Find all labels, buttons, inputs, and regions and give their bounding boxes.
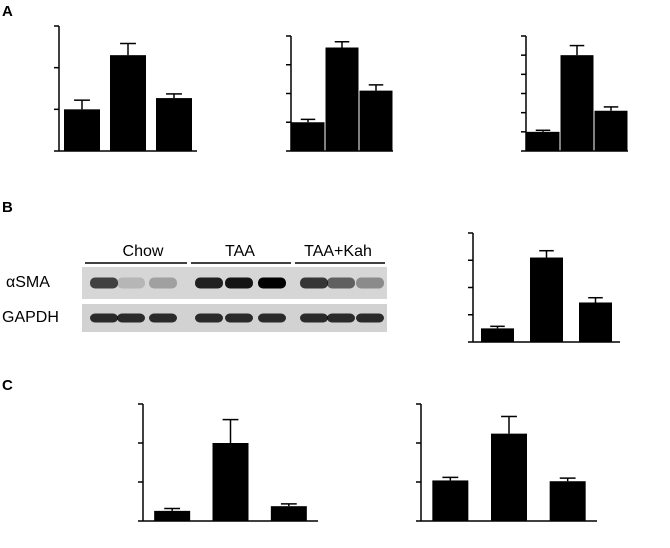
- bar: [530, 257, 563, 342]
- bar: [110, 55, 146, 151]
- bar: [325, 47, 359, 151]
- blot-band-gapdh: [195, 313, 223, 323]
- bar: [491, 433, 527, 521]
- blot-band-gapdh: [225, 313, 253, 323]
- bar: [291, 122, 325, 151]
- blot-band-asma: [356, 277, 384, 289]
- blot-band-asma: [327, 277, 355, 289]
- bar: [359, 90, 393, 151]
- bar: [432, 480, 469, 521]
- blot-band-asma: [225, 277, 253, 289]
- blot-bands: [90, 277, 384, 323]
- blot-band-asma: [258, 277, 286, 289]
- blot-band-asma: [117, 277, 145, 289]
- bar-chart-4: [468, 232, 620, 343]
- bar: [481, 328, 514, 342]
- bar: [579, 302, 612, 342]
- bar: [526, 131, 560, 151]
- bar-chart-1: [54, 25, 197, 152]
- blot-group-label-taa: TAA: [225, 243, 255, 260]
- blot-band-asma: [195, 277, 223, 289]
- blot-band-gapdh: [117, 313, 145, 323]
- blot-row-label-asma: αSMA: [6, 274, 50, 291]
- panel-letter-c: C: [2, 377, 13, 394]
- bar: [156, 98, 192, 151]
- blot-band-gapdh: [258, 313, 286, 323]
- blot-band-asma: [90, 277, 118, 289]
- bar: [212, 443, 249, 521]
- bar: [64, 109, 100, 151]
- blot-band-gapdh: [149, 313, 177, 323]
- panel-letter-a: A: [2, 3, 13, 20]
- panel-letter-b: B: [2, 199, 13, 216]
- blot-row-label-gapdh: GAPDH: [2, 309, 59, 326]
- blot-band-asma: [149, 277, 177, 289]
- blot-band-gapdh: [327, 313, 355, 323]
- blot-group-label-chow: Chow: [123, 243, 164, 260]
- blot-band-gapdh: [90, 313, 118, 323]
- blot-band-gapdh: [356, 313, 384, 323]
- bar-chart-3: [521, 35, 628, 152]
- bar-charts: [54, 25, 628, 522]
- blot-group-label-taa-kah: TAA+Kah: [304, 243, 372, 260]
- bar-chart-6: [416, 403, 597, 522]
- bar: [549, 481, 586, 521]
- blot-band-gapdh: [300, 313, 328, 323]
- bar-chart-2: [286, 35, 393, 152]
- bar-chart-5: [138, 403, 318, 522]
- blot-band-asma: [300, 277, 328, 289]
- bar: [154, 510, 191, 521]
- bar: [594, 110, 628, 151]
- western-blot: Chow TAA TAA+Kah αSMA GAPDH: [2, 243, 387, 332]
- bar: [270, 506, 307, 521]
- bar: [560, 55, 594, 151]
